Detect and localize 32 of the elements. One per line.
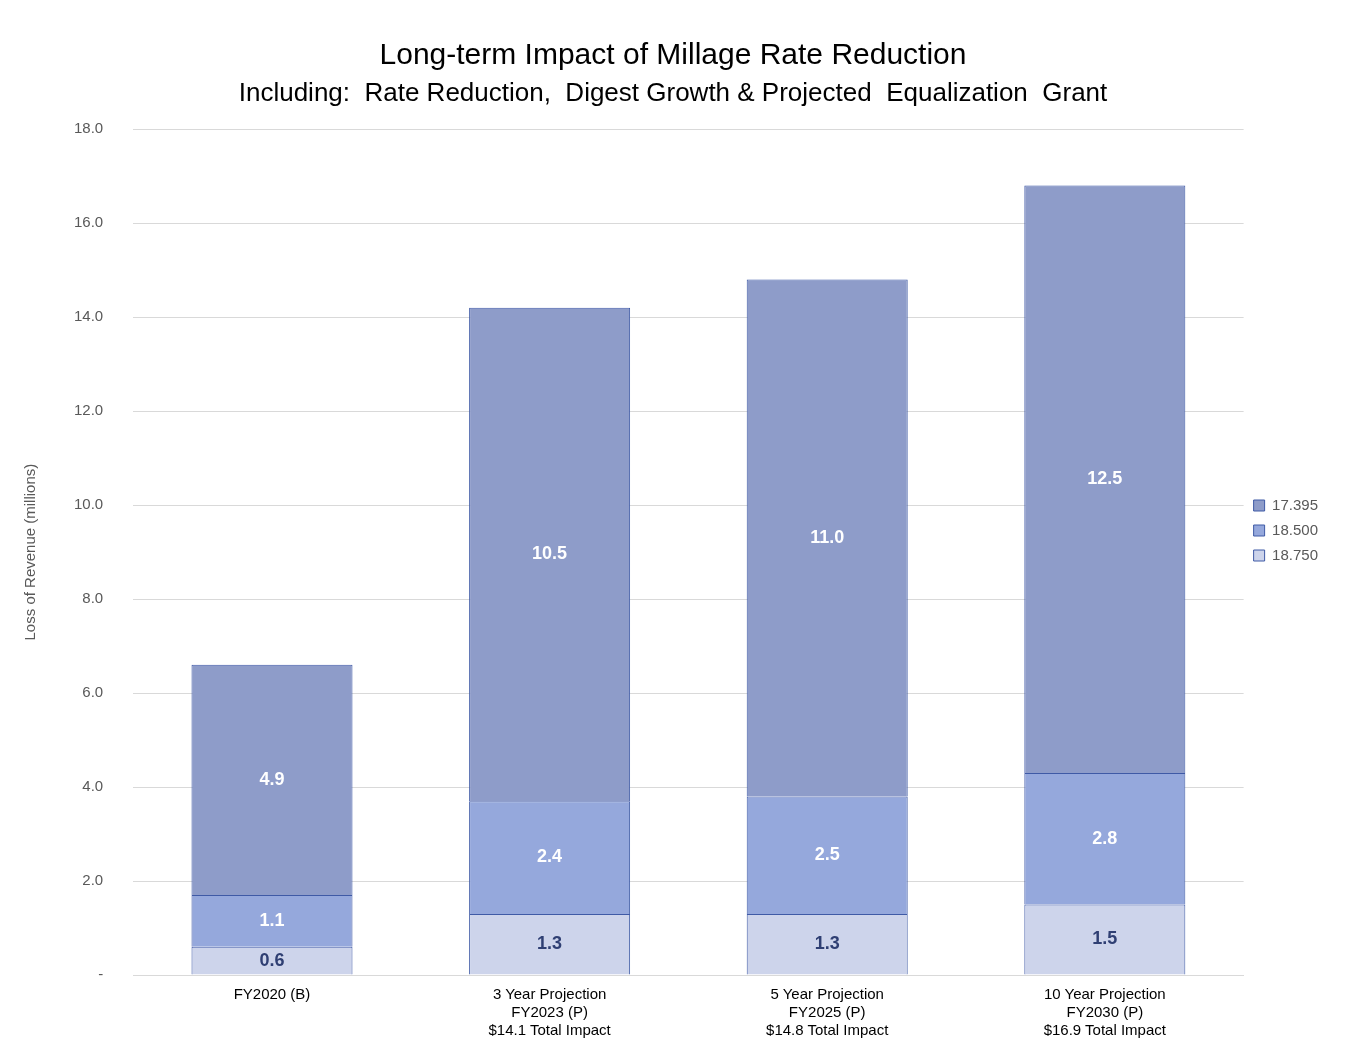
data-label: 1.3	[814, 933, 840, 954]
chart-title: Long-term Impact of Millage Rate Reduction	[379, 37, 967, 71]
data-label: 0.6	[259, 949, 285, 970]
data-label: 2.8	[1092, 827, 1118, 848]
y-tick-label: 14.0	[73, 307, 104, 325]
data-label: 1.3	[537, 933, 563, 954]
y-tick-label: 18.0	[73, 119, 104, 137]
y-tick-label: 10.0	[73, 495, 104, 513]
x-tick-label: FY2020 (B)	[233, 985, 311, 1003]
y-tick-label: 6.0	[82, 683, 104, 701]
data-label: 10.5	[532, 543, 568, 564]
data-label: 11.0	[810, 526, 845, 547]
data-label: 12.5	[1087, 468, 1123, 489]
data-label: 2.5	[814, 844, 840, 865]
y-tick-label: 12.0	[73, 401, 104, 419]
y-axis-title: Loss of Revenue (millions)	[21, 463, 39, 641]
chart-subtitle: Including: Rate Reduction, Digest Growth & Projected Equalization Grant	[238, 76, 1109, 107]
y-tick-label: -	[98, 965, 104, 983]
x-tick-label: 5 Year Projection FY2025 (P) $14.8 Total Impact	[766, 985, 890, 1039]
y-tick-label: 16.0	[73, 213, 104, 231]
x-tick-label: 10 Year Projection FY2030 (P) $16.9 Total Impact	[1043, 985, 1167, 1039]
legend-label: 18.500	[1272, 520, 1319, 538]
data-label: 4.9	[259, 768, 285, 789]
x-tick-label: 3 Year Projection FY2023 (P) $14.1 Total Impact	[488, 985, 612, 1039]
y-tick-label: 4.0	[82, 777, 104, 795]
data-label: 2.4	[537, 846, 563, 867]
y-tick-label: 8.0	[82, 589, 104, 607]
data-label: 1.5	[1092, 928, 1118, 949]
data-label: 1.1	[259, 909, 285, 930]
legend-label: 18.750	[1272, 545, 1319, 563]
y-tick-label: 2.0	[82, 871, 104, 889]
legend-label: 17.395	[1272, 495, 1319, 513]
